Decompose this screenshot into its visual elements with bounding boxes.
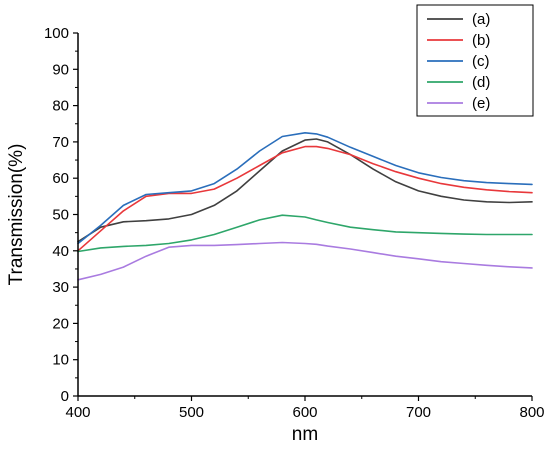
y-tick-label: 100: [44, 25, 69, 42]
series-line-3: [77, 132, 533, 245]
y-axis-title: Transmission(%): [6, 144, 27, 286]
series-line-4: [77, 214, 533, 253]
series-layer: [77, 132, 533, 281]
y-tick-label: 50: [52, 207, 69, 224]
y-tick-label: 60: [52, 170, 69, 187]
x-tick-label: 800: [519, 404, 544, 421]
x-tick-label: 500: [179, 404, 204, 421]
x-tick-label: 600: [292, 404, 317, 421]
series-line-2: [77, 145, 533, 252]
legend-label-2: (b): [472, 32, 490, 49]
y-tick-label: 20: [52, 315, 69, 332]
legend-label-3: (c): [472, 53, 490, 70]
legend-label-4: (d): [472, 74, 490, 91]
x-tick-label: 700: [406, 404, 431, 421]
x-axis-title: nm: [292, 424, 318, 445]
y-tick-label: 40: [52, 243, 69, 260]
legend: (a) (b) (c) (d) (e): [416, 4, 534, 117]
series-line-1: [77, 138, 533, 243]
legend-label-5: (e): [472, 95, 490, 112]
y-ticks: 0 10 20 30 40 50 60 70 80 90 100: [44, 25, 78, 405]
y-tick-label: 90: [52, 61, 69, 78]
y-tick-label: 80: [52, 98, 69, 115]
y-tick-label: 0: [61, 388, 69, 405]
legend-label-1: (a): [472, 11, 490, 28]
x-tick-label: 400: [65, 404, 90, 421]
series-line-5: [77, 241, 533, 281]
y-tick-label: 70: [52, 134, 69, 151]
x-ticks: 400 500 600 700 800: [65, 396, 545, 421]
y-tick-label: 30: [52, 279, 69, 296]
y-tick-label: 10: [52, 352, 69, 369]
